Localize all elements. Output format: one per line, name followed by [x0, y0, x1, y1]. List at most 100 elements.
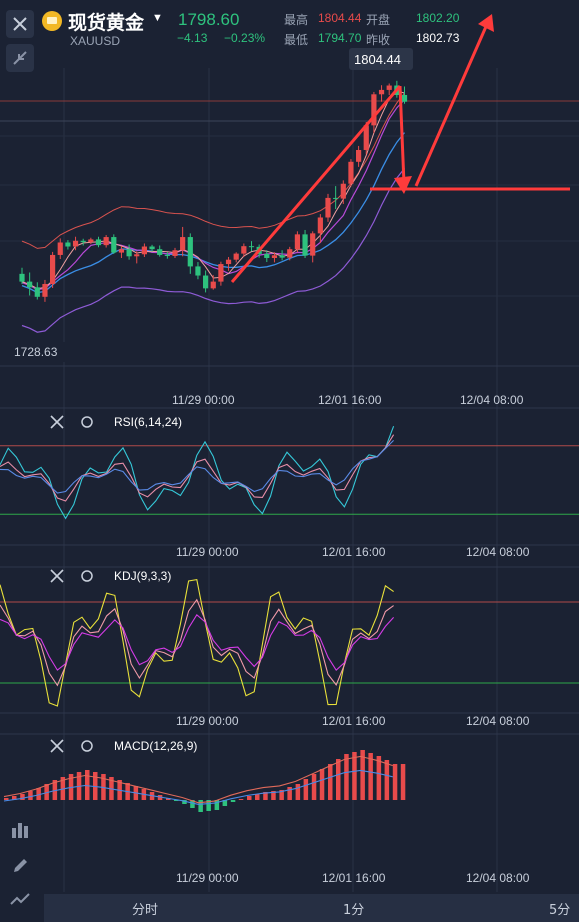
kdj-d — [0, 613, 395, 672]
candle-body — [317, 217, 323, 234]
candle-body — [279, 255, 285, 258]
boll-lower — [21, 168, 405, 333]
rsi-24 — [0, 440, 394, 494]
candlestick-chart[interactable] — [0, 80, 579, 333]
candle-body — [356, 149, 362, 162]
macd-bar — [206, 800, 211, 811]
candle-body — [225, 259, 232, 265]
low-label: 最低 — [284, 33, 309, 47]
indicator-icon[interactable] — [6, 816, 34, 844]
tab-5min[interactable]: 5分 — [549, 903, 571, 918]
macd-title: MACD(12,26,9) — [114, 739, 197, 753]
timeframe-bar — [44, 894, 579, 922]
macd-bar — [52, 780, 58, 800]
open-label: 开盘 — [366, 13, 391, 27]
kdj-panel[interactable]: KDJ(9,3,3) 11/29 00:00 12/01 16:00 12/04… — [0, 569, 579, 728]
candle-body — [210, 281, 216, 289]
candle-body — [302, 234, 308, 256]
rsi-time-2: 12/01 16:00 — [322, 545, 386, 559]
macd-bar — [85, 770, 90, 800]
chevron-down-icon[interactable]: ▼ — [152, 12, 163, 24]
macd-bar — [28, 791, 33, 800]
low-price-label: 1728.63 — [14, 345, 58, 359]
candle-body — [180, 237, 186, 251]
candle-body — [172, 250, 178, 256]
settings-icon[interactable] — [81, 570, 93, 582]
macd-bar — [311, 774, 317, 800]
macd-bar — [287, 787, 292, 800]
close-icon[interactable] — [50, 739, 64, 753]
candle-body — [187, 237, 193, 267]
macd-dea — [3, 769, 393, 805]
tab-1min[interactable]: 1分 — [343, 903, 365, 918]
settings-icon[interactable] — [81, 740, 93, 752]
candle-body — [218, 264, 224, 282]
candle-body — [126, 249, 132, 257]
macd-bar — [36, 788, 41, 800]
candle-body — [264, 253, 270, 258]
candle-body — [134, 254, 140, 257]
candle-body — [348, 161, 354, 184]
macd-bar — [295, 784, 301, 800]
candle-body — [57, 242, 63, 255]
prev-close-label: 昨收 — [366, 33, 391, 47]
macd-time-3: 12/04 08:00 — [466, 871, 530, 885]
kdj-time-2: 12/01 16:00 — [322, 714, 386, 728]
candle-body — [80, 240, 86, 243]
macd-bar — [247, 796, 252, 800]
time-label-3: 12/04 08:00 — [460, 393, 524, 407]
line-icon[interactable] — [6, 886, 34, 914]
macd-bar — [44, 784, 49, 800]
ma-long — [21, 132, 406, 294]
shrink-icon — [13, 51, 27, 65]
macd-time-1: 11/29 00:00 — [176, 871, 239, 885]
candle-body — [203, 275, 209, 289]
macd-bar — [238, 799, 244, 800]
close-button[interactable] — [6, 10, 34, 38]
candle-body — [294, 234, 300, 250]
pen-icon[interactable] — [6, 851, 34, 879]
candle-body — [149, 246, 155, 250]
macd-bar — [230, 800, 236, 802]
instrument-name[interactable]: 现货黄金 — [68, 12, 145, 34]
candle-body — [118, 249, 125, 253]
macd-bar — [263, 792, 268, 800]
candle-body — [141, 246, 147, 255]
candle-body — [95, 239, 102, 246]
boll-upper — [21, 92, 405, 249]
kdj-title: KDJ(9,3,3) — [114, 569, 171, 583]
macd-bar — [4, 798, 9, 800]
candle-body — [233, 253, 239, 260]
macd-panel[interactable]: MACD(12,26,9) 11/29 00:00 12/01 16:00 12… — [3, 739, 530, 885]
close-icon[interactable] — [50, 415, 64, 429]
macd-bar — [328, 764, 333, 800]
candle-body — [333, 197, 339, 199]
candle-body — [248, 246, 255, 248]
low-value: 1794.70 — [318, 31, 362, 45]
candle-body — [271, 255, 278, 258]
candle-body — [42, 283, 48, 297]
candle-body — [325, 197, 331, 218]
tab-time-share[interactable]: 分时 — [132, 903, 159, 918]
close-icon[interactable] — [50, 569, 64, 583]
price-change-pct: −0.23% — [224, 31, 266, 45]
candle-body — [164, 254, 170, 256]
macd-bar — [255, 794, 260, 800]
macd-bar — [400, 764, 406, 800]
settings-icon[interactable] — [81, 416, 93, 428]
macd-bar — [392, 764, 398, 800]
macd-bar — [303, 779, 309, 800]
candle-body — [34, 287, 40, 297]
candle-body — [88, 239, 94, 243]
macd-bar — [182, 800, 187, 804]
high-label: 最高 — [284, 13, 309, 27]
candle-body — [50, 254, 56, 284]
rsi-panel[interactable]: RSI(6,14,24) 11/29 00:00 12/01 16:00 12/… — [0, 415, 579, 559]
collapse-button[interactable] — [6, 44, 34, 72]
macd-dif — [3, 755, 393, 804]
arrowhead-up — [478, 14, 494, 32]
price-tooltip-text: 1804.44 — [354, 52, 401, 67]
close-icon — [13, 17, 27, 31]
macd-bar — [214, 800, 220, 810]
